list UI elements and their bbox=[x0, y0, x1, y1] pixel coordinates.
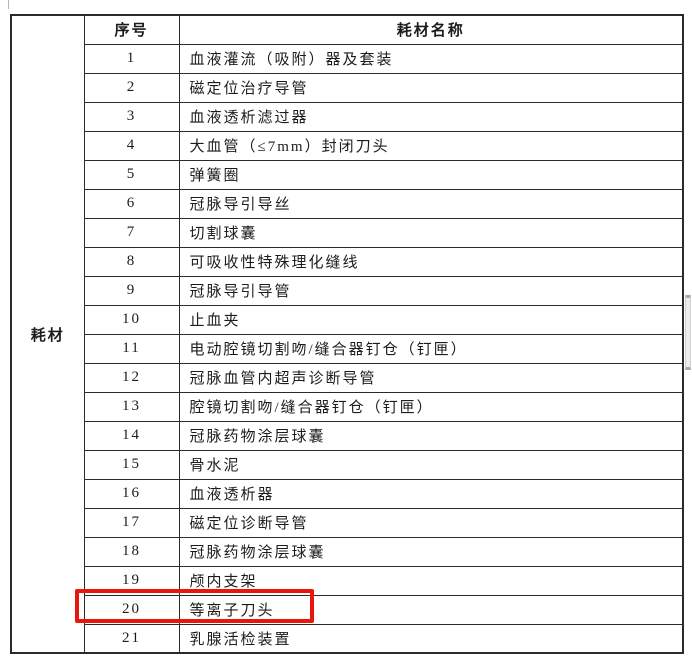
table-row: 7 切割球囊 bbox=[11, 217, 684, 248]
cell-index: 16 bbox=[83, 478, 180, 509]
column-header-index: 序号 bbox=[83, 14, 180, 45]
table-row: 18 冠脉药物涂层球囊 bbox=[11, 536, 684, 567]
cell-name: 冠脉导引导丝 bbox=[178, 188, 684, 219]
header-row: 耗材 序号 耗材名称 bbox=[10, 14, 684, 654]
scrollbar-thumb[interactable] bbox=[685, 295, 691, 370]
table-row: 9 冠脉导引导管 bbox=[11, 275, 684, 306]
cell-name: 骨水泥 bbox=[178, 449, 684, 480]
cell-index: 5 bbox=[83, 159, 180, 190]
cell-index: 14 bbox=[83, 420, 180, 451]
cell-name: 磁定位诊断导管 bbox=[178, 507, 684, 538]
cell-index: 8 bbox=[83, 246, 180, 277]
cell-name: 等离子刀头 bbox=[178, 594, 684, 625]
table-row: 5 弹簧圈 bbox=[11, 159, 684, 190]
cell-name: 乳腺活检装置 bbox=[178, 623, 684, 654]
cell-index: 4 bbox=[83, 130, 180, 161]
table-row: 6 冠脉导引导丝 bbox=[11, 188, 684, 219]
table-row: 3 血液透析滤过器 bbox=[11, 101, 684, 132]
cell-index: 10 bbox=[83, 304, 180, 335]
cell-name: 止血夹 bbox=[178, 304, 684, 335]
table-row: 10 止血夹 bbox=[11, 304, 684, 335]
cell-name: 电动腔镜切割吻/缝合器钉仓（钉匣） bbox=[178, 333, 684, 364]
cell-name: 弹簧圈 bbox=[178, 159, 684, 190]
table-row: 14 冠脉药物涂层球囊 bbox=[11, 420, 684, 451]
table-row: 21 乳腺活检装置 bbox=[11, 623, 684, 654]
cell-name: 血液透析滤过器 bbox=[178, 101, 684, 132]
cell-index: 7 bbox=[83, 217, 180, 248]
column-header-name: 耗材名称 bbox=[178, 14, 684, 45]
cell-index: 21 bbox=[83, 623, 180, 654]
cell-name: 血液灌流（吸附）器及套装 bbox=[178, 43, 684, 74]
cell-index: 18 bbox=[83, 536, 180, 567]
consumables-table-wrap: 耗材 序号 耗材名称 1 血液灌流（吸附）器及套装 2 磁定位治疗导管 3 血液… bbox=[10, 14, 684, 654]
cell-index: 1 bbox=[83, 43, 180, 74]
cursor-artifact bbox=[8, 0, 9, 9]
cell-index: 19 bbox=[83, 565, 180, 596]
cell-name: 可吸收性特殊理化缝线 bbox=[178, 246, 684, 277]
consumables-table: 耗材 序号 耗材名称 1 血液灌流（吸附）器及套装 2 磁定位治疗导管 3 血液… bbox=[10, 14, 684, 654]
table-row: 17 磁定位诊断导管 bbox=[11, 507, 684, 538]
table-row: 2 磁定位治疗导管 bbox=[11, 72, 684, 103]
cell-index: 6 bbox=[83, 188, 180, 219]
table-row: 15 骨水泥 bbox=[11, 449, 684, 480]
cell-index: 12 bbox=[83, 362, 180, 393]
cell-index: 17 bbox=[83, 507, 180, 538]
category-cell: 耗材 bbox=[10, 14, 85, 654]
cell-name: 颅内支架 bbox=[178, 565, 684, 596]
cell-name: 冠脉导引导管 bbox=[178, 275, 684, 306]
cell-name: 冠脉药物涂层球囊 bbox=[178, 536, 684, 567]
cell-name: 冠脉药物涂层球囊 bbox=[178, 420, 684, 451]
cell-name: 磁定位治疗导管 bbox=[178, 72, 684, 103]
cell-name: 腔镜切割吻/缝合器钉仓（钉匣） bbox=[178, 391, 684, 422]
cell-index: 3 bbox=[83, 101, 180, 132]
table-row: 12 冠脉血管内超声诊断导管 bbox=[11, 362, 684, 393]
table-row-highlighted: 20 等离子刀头 bbox=[11, 594, 684, 625]
cell-name: 大血管（≤7mm）封闭刀头 bbox=[178, 130, 684, 161]
cell-name: 冠脉血管内超声诊断导管 bbox=[178, 362, 684, 393]
cell-index: 15 bbox=[83, 449, 180, 480]
cell-index: 11 bbox=[83, 333, 180, 364]
table-row: 4 大血管（≤7mm）封闭刀头 bbox=[11, 130, 684, 161]
cell-index: 9 bbox=[83, 275, 180, 306]
table-row: 11 电动腔镜切割吻/缝合器钉仓（钉匣） bbox=[11, 333, 684, 364]
table-row: 16 血液透析器 bbox=[11, 478, 684, 509]
cell-name: 血液透析器 bbox=[178, 478, 684, 509]
table-row: 1 血液灌流（吸附）器及套装 bbox=[11, 43, 684, 74]
table-row: 8 可吸收性特殊理化缝线 bbox=[11, 246, 684, 277]
cell-index: 13 bbox=[83, 391, 180, 422]
table-row: 13 腔镜切割吻/缝合器钉仓（钉匣） bbox=[11, 391, 684, 422]
cell-index: 2 bbox=[83, 72, 180, 103]
cell-index: 20 bbox=[83, 594, 180, 625]
cell-name: 切割球囊 bbox=[178, 217, 684, 248]
table-row: 19 颅内支架 bbox=[11, 565, 684, 596]
